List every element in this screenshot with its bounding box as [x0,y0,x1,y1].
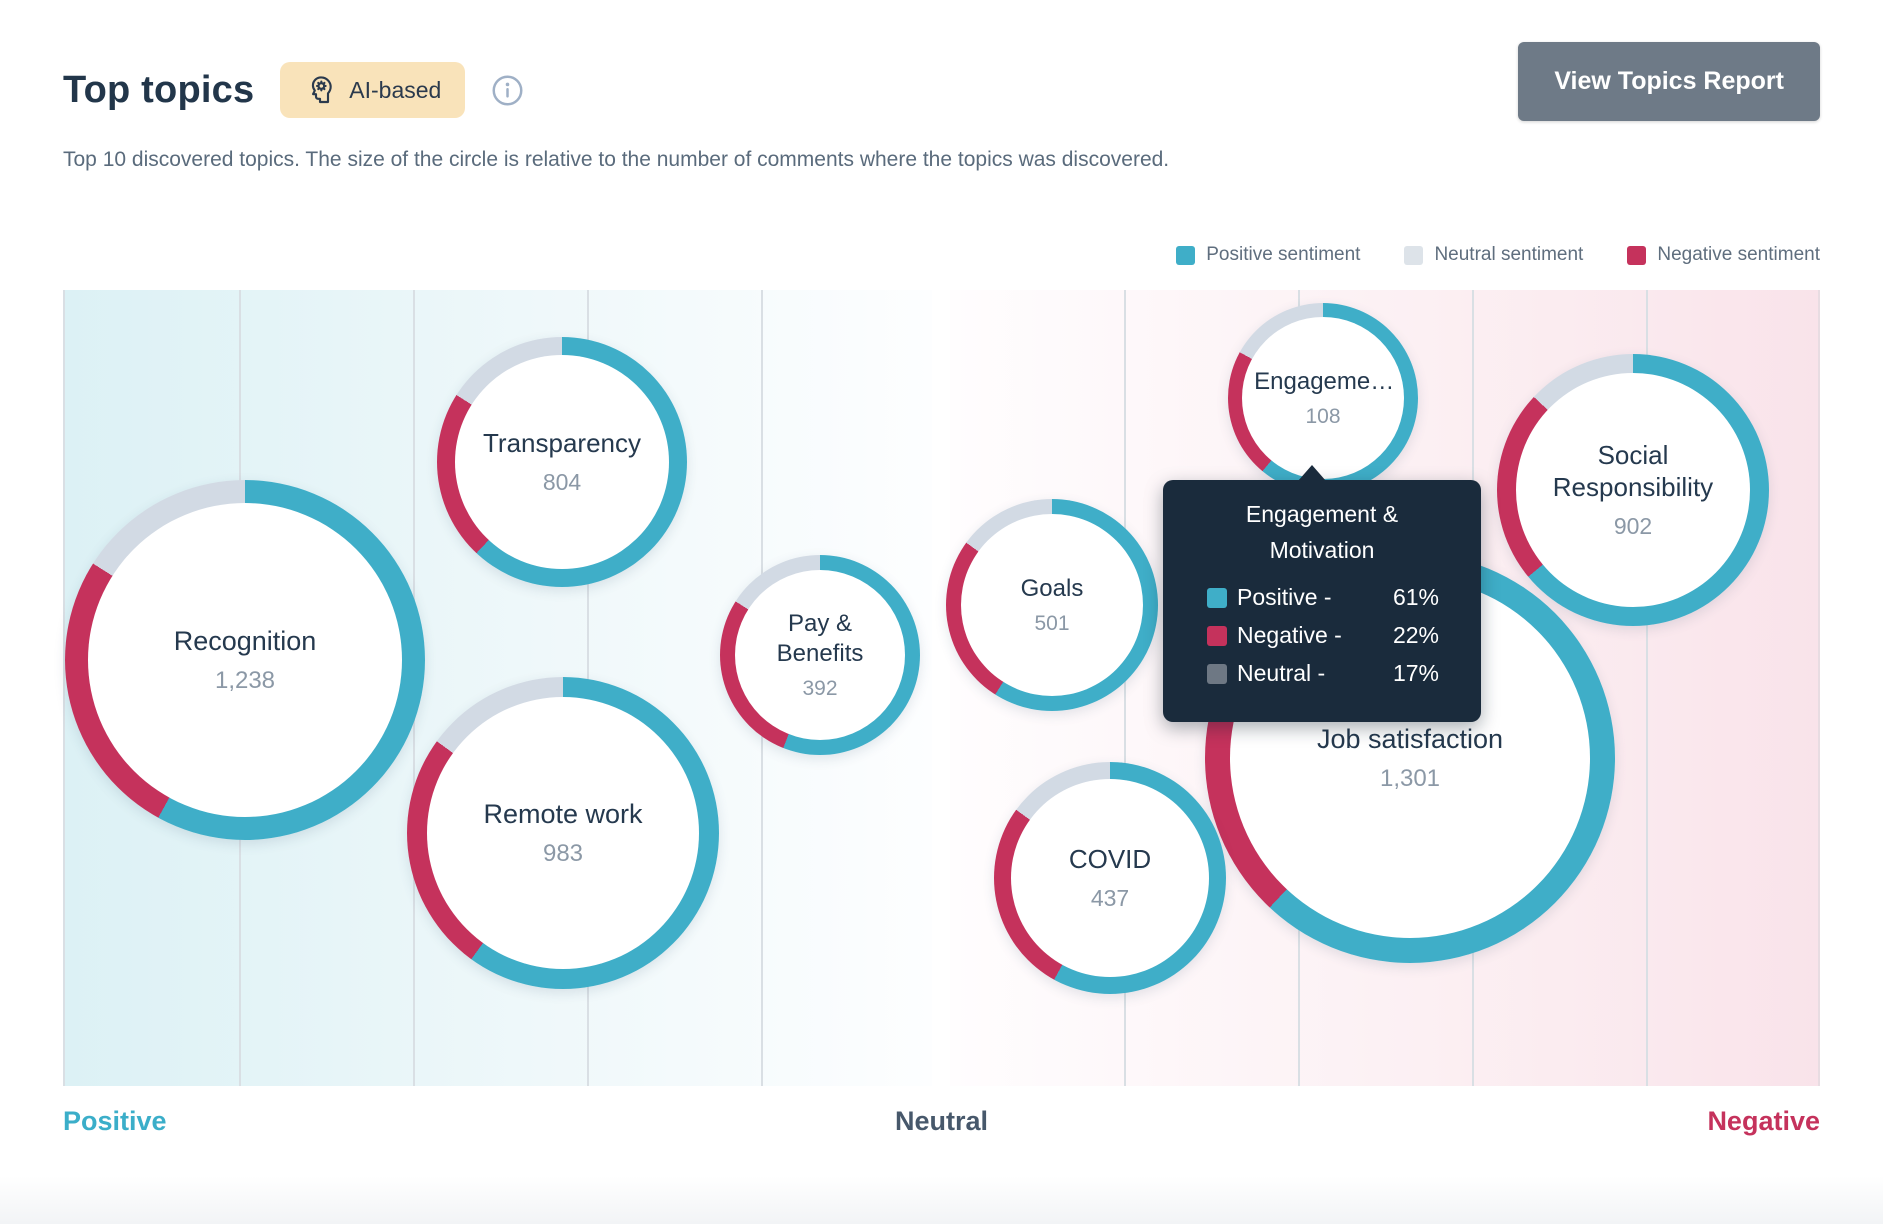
tooltip-row-neutral: Neutral - 17% [1207,660,1439,687]
topic-bubble-inner: Transparency 804 [455,355,669,569]
topic-bubble-remote-work[interactable]: Remote work 983 [407,677,719,989]
topic-bubble-covid[interactable]: COVID 437 [994,762,1226,994]
topic-bubble-recognition[interactable]: Recognition 1,238 [65,480,425,840]
tooltip-row-positive: Positive - 61% [1207,584,1439,611]
tooltip-rows: Positive - 61% Negative - 22% Neutral - … [1207,584,1439,687]
topic-bubble-inner: Goals 501 [961,514,1143,696]
legend-item-neutral: Neutral sentiment [1404,244,1583,266]
topic-comment-count: 1,301 [1379,764,1441,792]
topic-bubble-inner: Engageme… 108 [1242,317,1404,479]
topic-bubble-inner: COVID 437 [1011,779,1209,977]
topic-comment-count: 108 [1305,405,1341,429]
topic-label: Transparency [483,428,641,459]
topic-bubble-social-responsibility[interactable]: Social Responsibility 902 [1497,354,1769,626]
topic-label: COVID [1068,844,1152,875]
topic-bubble-pay-benefits[interactable]: Pay & Benefits 392 [720,555,920,755]
tooltip-row-value: 22% [1392,622,1439,649]
topic-label: Recognition [173,626,317,657]
ai-badge-label: AI-based [349,76,442,103]
topic-label: Job satisfaction [1316,724,1504,755]
topic-comment-count: 392 [802,676,838,700]
chart-subtitle: Top 10 discovered topics. The size of th… [63,148,1170,171]
header: Top topics AI-based [63,62,524,118]
axis-label-positive: Positive [63,1106,167,1136]
topic-bubble-engagement-motivation[interactable]: Engageme… 108 [1228,303,1418,493]
topic-bubble-inner: Remote work 983 [427,697,699,969]
negative-swatch-icon [1207,625,1227,646]
topic-label: Goals [1020,574,1084,602]
positive-swatch-icon [1176,245,1196,265]
legend-label: Positive sentiment [1206,244,1361,265]
legend-item-negative: Negative sentiment [1627,244,1820,266]
topic-label: Engageme… [1254,367,1395,395]
topic-comment-count: 902 [1613,512,1653,539]
topic-bubble-inner: Recognition 1,238 [88,503,402,817]
legend-label: Negative sentiment [1657,244,1820,265]
page-title: Top topics [63,68,255,111]
topic-comment-count: 501 [1034,612,1070,636]
legend-item-positive: Positive sentiment [1176,244,1360,266]
tooltip-row-negative: Negative - 22% [1207,622,1439,649]
negative-swatch-icon [1627,245,1647,265]
ai-head-gear-icon [304,74,336,106]
topic-label: Social Responsibility [1552,440,1714,502]
topic-comment-count: 437 [1090,884,1130,911]
topic-bubble-transparency[interactable]: Transparency 804 [437,337,687,587]
topic-comment-count: 983 [542,839,584,867]
view-topics-report-button[interactable]: View Topics Report [1518,42,1820,121]
gridline [1124,290,1126,1086]
topic-bubble-goals[interactable]: Goals 501 [946,499,1158,711]
tooltip-row-label: Positive - [1237,584,1332,611]
topic-label: Remote work [483,799,643,830]
topic-comment-count: 804 [542,468,582,495]
tooltip-row-value: 17% [1392,660,1439,687]
gridline [1646,290,1648,1086]
topic-bubble-job-satisfaction[interactable]: Job satisfaction 1,301 [1205,553,1615,963]
info-icon[interactable] [491,74,524,107]
topic-label: Pay & Benefits [776,610,864,667]
topic-bubble-inner: Social Responsibility 902 [1516,373,1750,607]
topic-comment-count: 1,238 [214,666,276,694]
topic-bubble-inner: Pay & Benefits 392 [735,570,905,740]
axis-label-negative: Negative [1707,1106,1820,1136]
neutral-swatch-icon [1404,245,1424,265]
tooltip-row-label: Negative - [1237,622,1342,649]
tooltip-row-value: 61% [1392,584,1439,611]
axis-label-neutral: Neutral [894,1106,989,1136]
tooltip-row-label: Neutral - [1237,660,1326,687]
legend-label: Neutral sentiment [1434,244,1584,265]
sentiment-axis: Positive Neutral Negative [63,1106,1820,1146]
ai-based-badge: AI-based [280,62,466,118]
topic-tooltip: Engagement & Motivation Positive - 61% N… [1163,480,1481,722]
topics-bubble-chart: Recognition 1,238 Transparency 804 Remote wo… [63,290,1820,1086]
tooltip-title: Engagement & Motivation [1245,501,1399,563]
tooltip-caret [1298,465,1326,481]
sentiment-legend: Positive sentiment Neutral sentiment Neg… [1176,244,1820,266]
neutral-swatch-icon [1207,663,1227,684]
positive-swatch-icon [1207,587,1227,608]
